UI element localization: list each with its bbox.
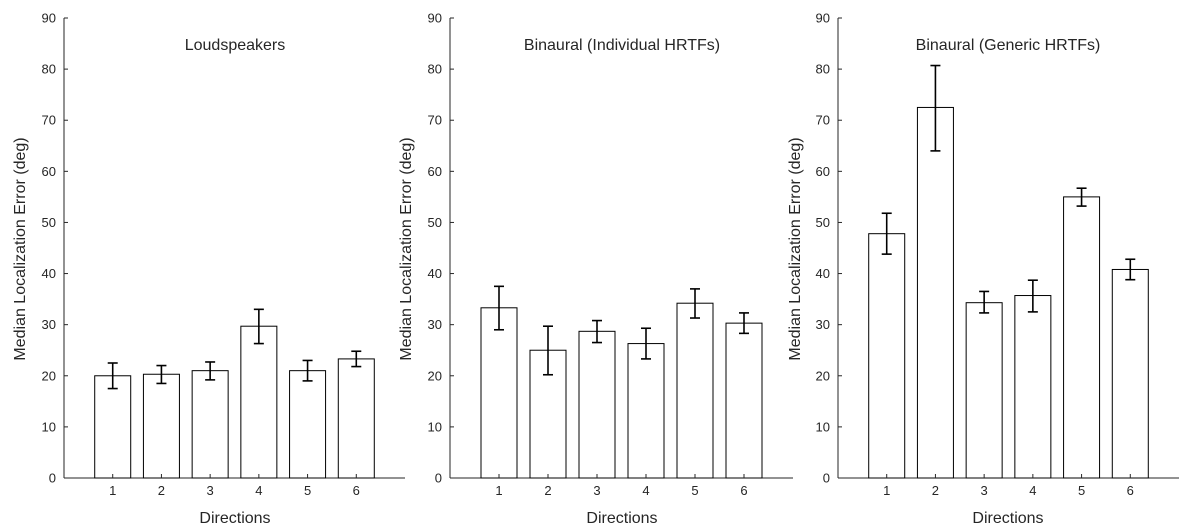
y-tick-label: 20 [428, 368, 442, 383]
bar [1014, 295, 1052, 479]
y-tick-label: 30 [428, 317, 442, 332]
y-tick-label: 10 [42, 419, 56, 434]
y-tick-label: 60 [816, 164, 830, 179]
bar [725, 322, 763, 479]
bar [191, 370, 229, 479]
y-tick-label: 50 [428, 215, 442, 230]
y-tick-label: 0 [823, 471, 830, 486]
y-tick-label: 20 [42, 368, 56, 383]
x-tick-label: 6 [353, 483, 360, 498]
y-tick-label: 40 [428, 266, 442, 281]
bar [289, 370, 327, 479]
x-tick-label: 1 [109, 483, 116, 498]
y-tick-label: 30 [42, 317, 56, 332]
x-tick-label: 3 [981, 483, 988, 498]
panel-title: Loudspeakers [185, 37, 286, 54]
x-tick-label: 3 [207, 483, 214, 498]
y-tick-label: 70 [428, 113, 442, 128]
y-tick-label: 60 [428, 164, 442, 179]
x-tick-label: 5 [691, 483, 698, 498]
x-axis-label: Directions [972, 510, 1043, 527]
x-tick-label: 2 [158, 483, 165, 498]
y-tick-label: 90 [816, 11, 830, 26]
y-tick-label: 80 [816, 62, 830, 77]
x-tick-label: 5 [1078, 483, 1085, 498]
x-tick-label: 1 [883, 483, 890, 498]
y-tick-label: 90 [428, 11, 442, 26]
bar [627, 343, 665, 479]
y-tick-label: 30 [816, 317, 830, 332]
bar [337, 358, 375, 479]
x-tick-label: 2 [544, 483, 551, 498]
y-tick-label: 80 [42, 62, 56, 77]
panel-binaural-generic: Binaural (Generic HRTFs) Directions Medi… [787, 11, 1179, 527]
x-tick-label: 5 [304, 483, 311, 498]
y-tick-label: 10 [816, 419, 830, 434]
y-tick-label: 0 [435, 471, 442, 486]
y-tick-label: 20 [816, 368, 830, 383]
x-axis-label: Directions [586, 510, 657, 527]
bar [94, 375, 132, 479]
x-tick-label: 1 [495, 483, 502, 498]
y-tick-label: 90 [42, 11, 56, 26]
y-tick-label: 80 [428, 62, 442, 77]
panel-binaural-individual: Binaural (Individual HRTFs) Directions M… [398, 11, 793, 527]
bar [676, 302, 714, 479]
y-tick-label: 60 [42, 164, 56, 179]
x-tick-label: 3 [593, 483, 600, 498]
x-tick-label: 6 [1127, 483, 1134, 498]
y-tick-label: 40 [816, 266, 830, 281]
y-tick-label: 70 [42, 113, 56, 128]
bar [868, 233, 906, 479]
bar [578, 330, 616, 479]
x-tick-label: 4 [1029, 483, 1036, 498]
y-tick-label: 50 [42, 215, 56, 230]
y-axis-label: Median Localization Error (deg) [12, 137, 29, 360]
y-axis-label: Median Localization Error (deg) [787, 137, 804, 360]
x-tick-label: 4 [642, 483, 649, 498]
y-tick-label: 70 [816, 113, 830, 128]
bar [142, 373, 180, 479]
bar [480, 307, 518, 479]
y-tick-label: 10 [428, 419, 442, 434]
panel-title: Binaural (Generic HRTFs) [916, 37, 1101, 54]
panel-loudspeakers: Loudspeakers Directions Median Localizat… [12, 11, 405, 527]
bar [1111, 268, 1149, 479]
panel-title: Binaural (Individual HRTFs) [524, 37, 720, 54]
y-tick-label: 0 [49, 471, 56, 486]
y-tick-label: 50 [816, 215, 830, 230]
y-tick-label: 40 [42, 266, 56, 281]
bar [240, 325, 278, 479]
bar [916, 106, 954, 479]
bar [1063, 196, 1101, 479]
x-tick-label: 4 [255, 483, 262, 498]
y-axis-label: Median Localization Error (deg) [398, 137, 415, 360]
x-tick-label: 2 [932, 483, 939, 498]
x-tick-label: 6 [740, 483, 747, 498]
x-axis-label: Directions [199, 510, 270, 527]
bar [965, 302, 1003, 479]
